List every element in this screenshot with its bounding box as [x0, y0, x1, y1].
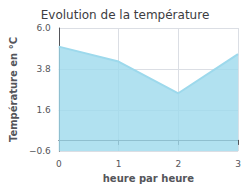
svg-text:6.0: 6.0 [36, 23, 51, 33]
svg-text:heure par heure: heure par heure [103, 173, 194, 184]
svg-text:Evolution de la température: Evolution de la température [41, 8, 210, 22]
svg-text:1: 1 [116, 159, 122, 169]
svg-text:Température en °C: Température en °C [8, 37, 19, 142]
svg-text:−0.6: −0.6 [29, 146, 51, 156]
svg-text:3: 3 [235, 159, 241, 169]
svg-text:0: 0 [56, 159, 62, 169]
svg-text:1.6: 1.6 [36, 105, 51, 115]
svg-text:2: 2 [175, 159, 181, 169]
svg-text:3.8: 3.8 [36, 64, 51, 74]
